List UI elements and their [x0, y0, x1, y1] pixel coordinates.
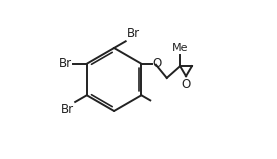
- Text: O: O: [152, 57, 162, 70]
- Text: O: O: [181, 78, 191, 91]
- Text: Br: Br: [127, 28, 140, 41]
- Text: Br: Br: [61, 103, 75, 116]
- Text: Br: Br: [59, 57, 72, 70]
- Text: Me: Me: [172, 44, 188, 53]
